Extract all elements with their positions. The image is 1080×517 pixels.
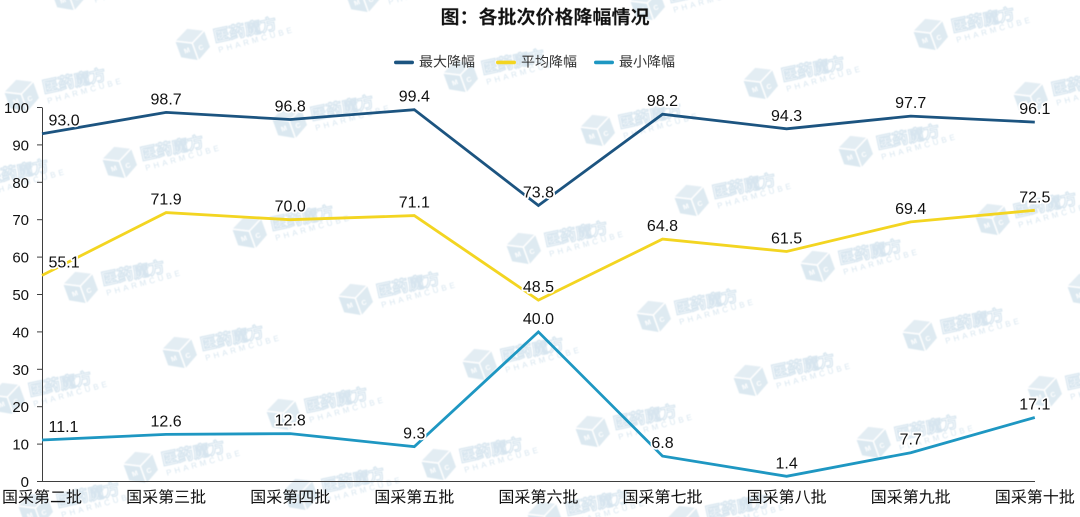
svg-text:98.7: 98.7 <box>151 91 182 108</box>
svg-text:20: 20 <box>12 399 29 416</box>
svg-text:0: 0 <box>21 474 29 491</box>
svg-text:10: 10 <box>12 437 29 454</box>
svg-text:72.5: 72.5 <box>1019 189 1050 206</box>
svg-text:64.8: 64.8 <box>647 218 678 235</box>
svg-text:71.1: 71.1 <box>399 195 430 212</box>
svg-text:12.6: 12.6 <box>151 413 182 430</box>
svg-text:6.8: 6.8 <box>651 435 673 452</box>
svg-text:94.3: 94.3 <box>771 108 802 125</box>
svg-text:70: 70 <box>12 212 29 229</box>
svg-text:70.0: 70.0 <box>275 199 306 216</box>
svg-text:48.5: 48.5 <box>523 279 554 296</box>
svg-text:60: 60 <box>12 250 29 267</box>
svg-text:90: 90 <box>12 137 29 154</box>
svg-text:73.8: 73.8 <box>523 185 554 202</box>
svg-text:100: 100 <box>4 100 29 117</box>
svg-text:7.7: 7.7 <box>900 432 922 449</box>
svg-text:80: 80 <box>12 175 29 192</box>
svg-text:93.0: 93.0 <box>49 113 80 130</box>
svg-text:71.9: 71.9 <box>151 192 182 209</box>
svg-text:30: 30 <box>12 362 29 379</box>
svg-text:17.1: 17.1 <box>1019 397 1050 414</box>
svg-text:96.8: 96.8 <box>275 99 306 116</box>
svg-text:40: 40 <box>12 324 29 341</box>
svg-text:97.7: 97.7 <box>895 95 926 112</box>
svg-text:96.1: 96.1 <box>1019 101 1050 118</box>
svg-text:9.3: 9.3 <box>403 426 425 443</box>
svg-text:99.4: 99.4 <box>399 89 430 106</box>
svg-text:69.4: 69.4 <box>895 201 926 218</box>
svg-text:55.1: 55.1 <box>49 254 80 271</box>
svg-text:98.2: 98.2 <box>647 93 678 110</box>
svg-text:1.4: 1.4 <box>775 455 797 472</box>
svg-text:11.1: 11.1 <box>49 419 79 436</box>
svg-text:61.5: 61.5 <box>771 231 802 248</box>
svg-text:50: 50 <box>12 287 29 304</box>
svg-text:12.8: 12.8 <box>275 413 306 430</box>
svg-text:40.0: 40.0 <box>523 311 554 328</box>
